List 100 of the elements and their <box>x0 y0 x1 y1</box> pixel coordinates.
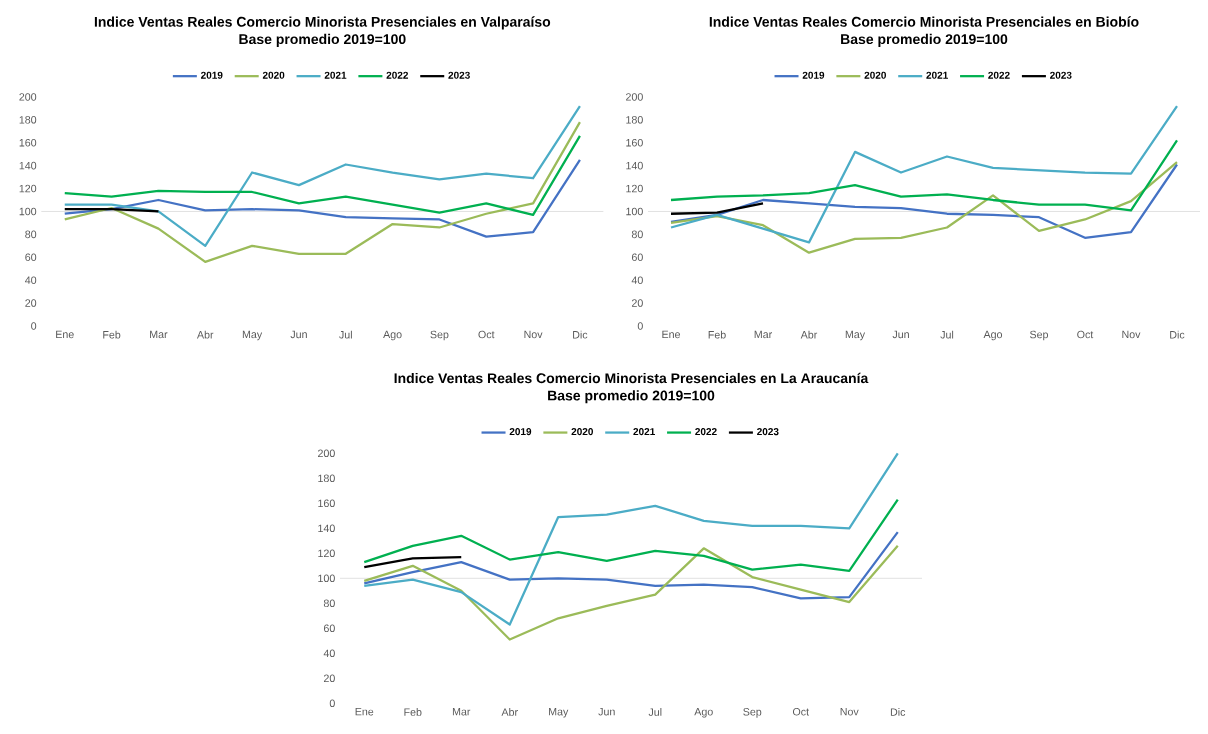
x-tick-label: Jul <box>940 330 954 339</box>
y-tick-label: 160 <box>318 499 335 508</box>
line-series <box>363 498 899 572</box>
x-tick-label: Sep <box>743 708 762 718</box>
y-tick-label: 60 <box>323 624 335 633</box>
legend-label: 2023 <box>1050 71 1072 79</box>
x-tick-label: Oct <box>1077 330 1094 339</box>
legend-label: 2019 <box>509 428 532 436</box>
y-tick-label: 100 <box>318 574 335 583</box>
y-tick-label: 80 <box>323 599 335 608</box>
line-series <box>63 120 582 263</box>
x-tick-label: Dic <box>890 708 906 716</box>
x-tick-label: Nov <box>1122 330 1141 339</box>
legend-label: 2020 <box>571 428 593 436</box>
y-tick-label: 100 <box>19 207 37 216</box>
y-tick-label: 0 <box>637 322 643 330</box>
line-series <box>669 163 1179 239</box>
y-tick-label: 20 <box>25 299 37 307</box>
legend-label: 2021 <box>633 428 655 436</box>
line-series <box>63 158 582 238</box>
y-tick-label: 80 <box>25 230 37 239</box>
x-tick-label: Jun <box>892 330 909 339</box>
y-tick-label: 40 <box>25 276 37 284</box>
x-tick-label: Feb <box>404 708 422 716</box>
x-tick-label: Oct <box>792 708 809 716</box>
y-tick-label: 200 <box>626 93 643 101</box>
x-tick-label: Sep <box>430 330 449 341</box>
x-tick-label: Abr <box>501 708 518 716</box>
x-tick-label: Ene <box>56 330 74 339</box>
legend-label: 2019 <box>802 71 825 79</box>
y-tick-label: 20 <box>631 299 643 307</box>
x-tick-label: Mar <box>754 330 772 339</box>
line-series <box>669 139 1179 212</box>
y-tick-label: 120 <box>318 549 335 558</box>
x-tick-label: Feb <box>103 330 121 339</box>
legend-label: 2022 <box>695 428 717 436</box>
x-tick-label: Nov <box>524 330 543 339</box>
y-tick-label: 200 <box>19 93 37 101</box>
y-tick-label: 180 <box>19 116 37 124</box>
y-tick-label: 180 <box>626 116 643 124</box>
y-tick-label: 160 <box>626 138 643 147</box>
x-tick-label: Dic <box>573 330 588 339</box>
x-tick-label: May <box>845 330 866 341</box>
x-tick-label: Nov <box>840 708 859 716</box>
legend-label: 2022 <box>988 71 1010 79</box>
x-tick-label: Ene <box>355 708 374 716</box>
x-tick-label: Ago <box>983 330 1003 341</box>
legend-label: 2021 <box>926 71 948 79</box>
x-tick-label: Dic <box>1170 330 1185 339</box>
legend-label: 2020 <box>864 71 886 79</box>
legend-label: 2023 <box>448 71 470 79</box>
line-series <box>63 134 582 217</box>
y-tick-label: 40 <box>631 276 643 284</box>
x-tick-label: Mar <box>452 708 471 716</box>
y-tick-label: 0 <box>31 322 37 330</box>
chart-title: Indice Ventas Reales Comercio Minorista Presenciales en Biobío <box>709 16 1139 27</box>
line-series <box>669 161 1179 254</box>
x-tick-label: Oct <box>478 330 495 339</box>
x-tick-label: Mar <box>150 330 168 339</box>
x-tick-label: Jun <box>290 330 307 339</box>
y-tick-label: 140 <box>19 161 37 170</box>
y-tick-label: 120 <box>626 184 643 193</box>
line-series <box>363 452 899 626</box>
y-tick-label: 160 <box>19 138 37 147</box>
chart-subtitle: Base promedio 2019=100 <box>841 33 1008 47</box>
x-tick-label: Jul <box>339 330 352 339</box>
x-tick-label: May <box>549 708 569 718</box>
x-tick-label: Abr <box>196 330 214 339</box>
legend-label: 2019 <box>201 71 223 79</box>
x-tick-label: Sep <box>1029 330 1049 341</box>
legend-label: 2020 <box>262 71 285 79</box>
chart-title: Indice Ventas Reales Comercio Minorista Presenciales en Valparaíso <box>94 16 551 30</box>
line-series <box>363 530 899 600</box>
chart-title: Indice Ventas Reales Comercio Minorista Presenciales en La Araucanía <box>394 372 869 384</box>
x-tick-label: Feb <box>708 330 726 339</box>
legend-label: 2022 <box>386 71 409 79</box>
legend-label: 2021 <box>324 71 347 79</box>
x-tick-label: Ene <box>662 330 681 339</box>
line-series <box>63 104 582 247</box>
x-tick-label: May <box>242 330 263 341</box>
y-tick-label: 40 <box>323 649 335 658</box>
y-tick-label: 60 <box>631 253 643 262</box>
chart-subtitle: Base promedio 2019=100 <box>548 390 715 404</box>
y-tick-label: 140 <box>318 524 335 533</box>
y-tick-label: 60 <box>25 253 37 262</box>
x-tick-label: Abr <box>800 330 818 339</box>
y-tick-label: 120 <box>19 184 37 193</box>
y-tick-label: 200 <box>318 449 335 458</box>
y-tick-label: 100 <box>626 207 643 216</box>
y-tick-label: 180 <box>318 474 335 483</box>
legend-label: 2023 <box>757 428 779 436</box>
x-tick-label: Ago <box>694 708 713 718</box>
x-tick-label: Ago <box>383 330 402 341</box>
y-tick-label: 140 <box>626 161 643 170</box>
line-series <box>363 544 899 641</box>
x-tick-label: Jun <box>598 708 615 716</box>
y-tick-label: 0 <box>329 699 335 708</box>
chart-subtitle: Base promedio 2019=100 <box>239 33 406 47</box>
x-tick-label: Jul <box>648 708 662 716</box>
y-tick-label: 20 <box>323 674 335 683</box>
